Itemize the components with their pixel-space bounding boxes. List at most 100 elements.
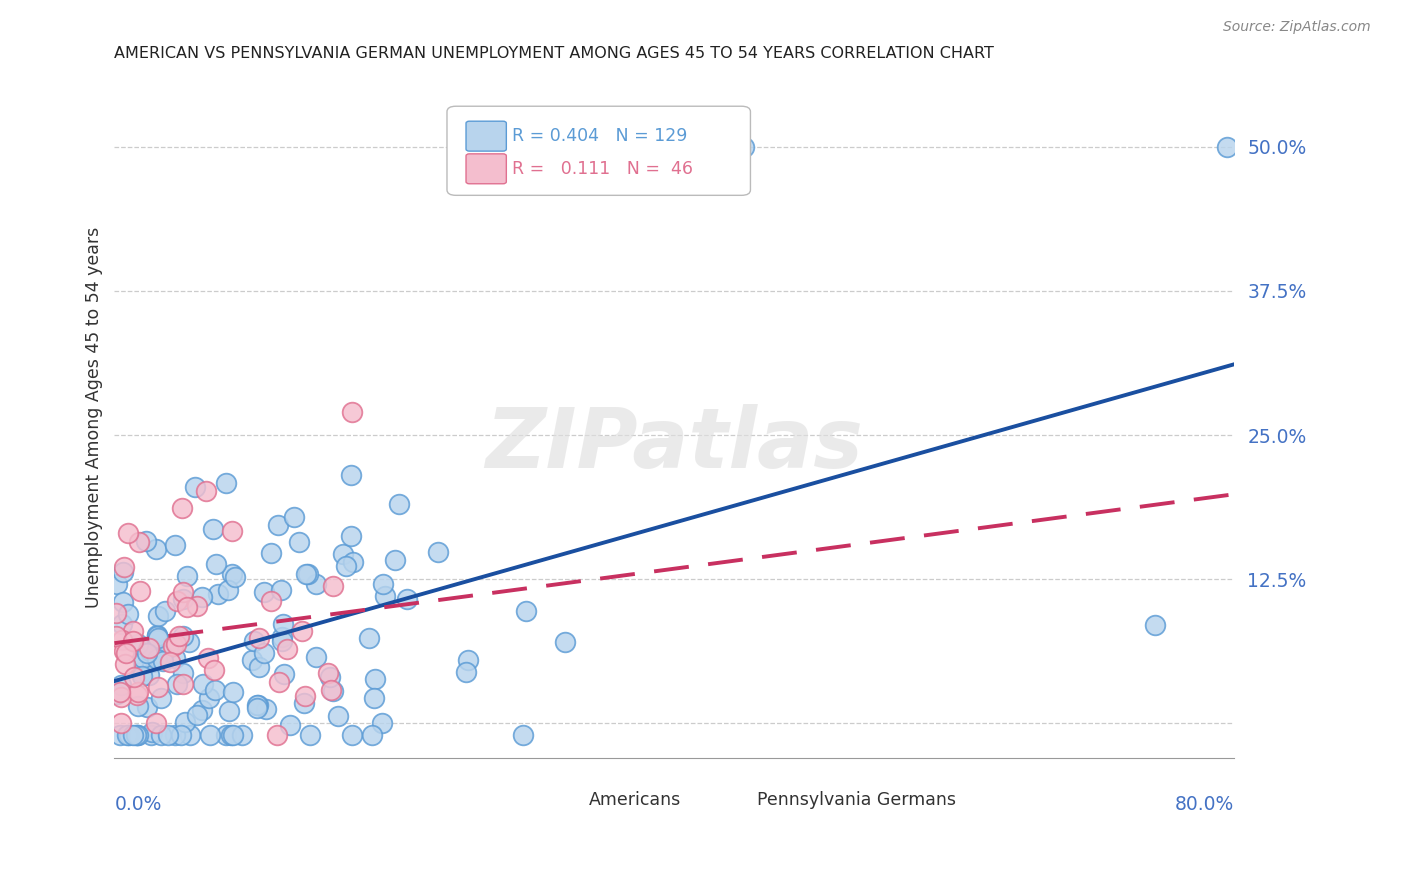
- Point: [108, 685, 131, 699]
- Point: [204, 558, 226, 572]
- Point: [246, 700, 269, 714]
- Point: [179, 728, 201, 742]
- Point: [145, 541, 167, 556]
- Point: [110, 632, 132, 647]
- Point: [172, 677, 194, 691]
- Point: [186, 599, 208, 613]
- Point: [204, 682, 226, 697]
- FancyBboxPatch shape: [465, 121, 506, 151]
- Point: [267, 674, 290, 689]
- Point: [117, 607, 139, 621]
- Point: [357, 632, 380, 646]
- Point: [260, 546, 283, 560]
- Point: [176, 600, 198, 615]
- Point: [170, 501, 193, 516]
- Point: [222, 728, 245, 742]
- Point: [243, 634, 266, 648]
- Point: [135, 643, 157, 657]
- Point: [172, 591, 194, 606]
- Point: [172, 666, 194, 681]
- Point: [214, 475, 236, 490]
- Point: [253, 646, 276, 660]
- Point: [198, 690, 221, 705]
- Point: [184, 480, 207, 494]
- Text: R =   0.111   N =  46: R = 0.111 N = 46: [512, 160, 693, 178]
- Point: [319, 670, 342, 684]
- Point: [150, 690, 173, 705]
- Point: [111, 565, 134, 579]
- Text: Source: ZipAtlas.com: Source: ZipAtlas.com: [1223, 20, 1371, 34]
- Point: [733, 140, 755, 154]
- FancyBboxPatch shape: [465, 153, 506, 184]
- Point: [122, 633, 145, 648]
- Point: [321, 682, 343, 697]
- Point: [427, 545, 450, 559]
- Point: [131, 650, 153, 665]
- Point: [374, 589, 396, 603]
- Point: [166, 677, 188, 691]
- Point: [111, 594, 134, 608]
- Point: [122, 624, 145, 638]
- Point: [186, 708, 208, 723]
- Point: [198, 728, 221, 742]
- Point: [157, 641, 180, 656]
- Point: [135, 534, 157, 549]
- Point: [176, 569, 198, 583]
- Point: [271, 631, 294, 645]
- Point: [191, 703, 214, 717]
- Point: [129, 583, 152, 598]
- Point: [363, 690, 385, 705]
- Point: [1216, 140, 1239, 154]
- Point: [305, 577, 328, 591]
- Point: [117, 525, 139, 540]
- Point: [139, 728, 162, 742]
- Point: [152, 655, 174, 669]
- Point: [146, 628, 169, 642]
- Point: [291, 624, 314, 638]
- FancyBboxPatch shape: [554, 792, 586, 808]
- Point: [172, 629, 194, 643]
- Point: [276, 641, 298, 656]
- Point: [371, 577, 394, 591]
- Point: [254, 702, 277, 716]
- Point: [146, 629, 169, 643]
- Point: [108, 728, 131, 742]
- Point: [316, 666, 339, 681]
- Point: [298, 728, 321, 742]
- Point: [231, 728, 253, 742]
- Text: ZIPatlas: ZIPatlas: [485, 404, 863, 485]
- Point: [139, 644, 162, 658]
- Point: [371, 715, 394, 730]
- Point: [297, 566, 319, 581]
- Point: [280, 718, 302, 732]
- Point: [457, 653, 479, 667]
- Point: [127, 637, 149, 651]
- Point: [322, 684, 344, 698]
- Point: [148, 680, 170, 694]
- Point: [515, 604, 537, 618]
- Point: [304, 650, 326, 665]
- Point: [1143, 618, 1166, 632]
- Point: [111, 617, 134, 632]
- Point: [165, 636, 187, 650]
- Point: [115, 728, 138, 742]
- Point: [128, 535, 150, 549]
- Point: [174, 715, 197, 730]
- Point: [217, 582, 239, 597]
- Point: [384, 552, 406, 566]
- Point: [129, 665, 152, 679]
- Point: [271, 633, 294, 648]
- Point: [267, 517, 290, 532]
- Point: [122, 728, 145, 742]
- Point: [190, 590, 212, 604]
- Text: R = 0.404   N = 129: R = 0.404 N = 129: [512, 128, 688, 145]
- Point: [172, 585, 194, 599]
- Point: [122, 670, 145, 684]
- Point: [125, 728, 148, 742]
- Point: [110, 715, 132, 730]
- Text: 80.0%: 80.0%: [1175, 795, 1234, 814]
- Point: [163, 651, 186, 665]
- Point: [222, 685, 245, 699]
- Point: [170, 728, 193, 742]
- Point: [127, 685, 149, 699]
